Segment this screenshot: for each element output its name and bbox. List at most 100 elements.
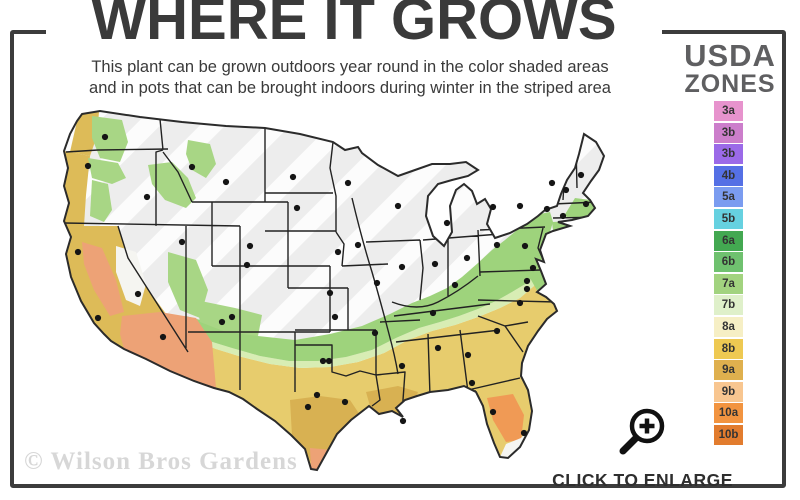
city-dot bbox=[313, 391, 321, 399]
city-dot bbox=[582, 200, 590, 208]
zone-shading bbox=[64, 112, 604, 470]
city-dot bbox=[371, 329, 379, 337]
watermark: © Wilson Bros Gardens bbox=[24, 448, 298, 475]
legend-heading: USDA ZONES bbox=[672, 40, 788, 97]
subtitle-line-1: This plant can be grown outdoors year ro… bbox=[91, 58, 609, 76]
city-dot bbox=[354, 241, 362, 249]
city-dot bbox=[373, 279, 381, 287]
enlarge-label: CLICK TO ENLARGE bbox=[552, 470, 733, 490]
zone-chip-10b: 10b bbox=[714, 424, 743, 445]
city-dot bbox=[429, 309, 437, 317]
zone-chip-8b: 8b bbox=[714, 338, 743, 359]
zone-chip-6b: 6b bbox=[714, 252, 743, 273]
city-dot bbox=[101, 133, 109, 141]
magnifier-zoom-icon bbox=[619, 408, 664, 455]
city-dot bbox=[188, 163, 196, 171]
zone-green-or2 bbox=[90, 180, 112, 222]
zone-txtip-salmon bbox=[310, 448, 332, 470]
city-dot bbox=[489, 408, 497, 416]
zone-green bbox=[186, 212, 553, 361]
page-title: WHERE IT GROWS bbox=[91, 0, 617, 52]
city-dot bbox=[443, 219, 451, 227]
zone-gold-stx bbox=[290, 396, 362, 468]
subtitle: This plant can be grown outdoors year ro… bbox=[30, 57, 670, 98]
city-dot bbox=[246, 242, 254, 250]
city-dot bbox=[228, 313, 236, 321]
zone-chip-7b: 7b bbox=[714, 295, 743, 316]
city-dot bbox=[529, 264, 537, 272]
zone-chip-5a: 5a bbox=[714, 187, 743, 208]
zone-pale-green bbox=[191, 272, 538, 368]
city-dot bbox=[468, 379, 476, 387]
city-dot bbox=[398, 263, 406, 271]
zone-florida-white bbox=[500, 430, 528, 458]
city-dot bbox=[326, 289, 334, 297]
zone-chip-8a: 8a bbox=[714, 316, 743, 337]
city-dot bbox=[399, 417, 407, 425]
city-dot bbox=[159, 333, 167, 341]
city-dot bbox=[331, 313, 339, 321]
zone-chip-6a: 6a bbox=[714, 230, 743, 251]
city-dot bbox=[178, 238, 186, 246]
zone-chip-5b: 5b bbox=[714, 208, 743, 229]
zone-green-az-nm bbox=[196, 300, 262, 336]
zone-chip-4b: 4b bbox=[714, 165, 743, 186]
city-dot bbox=[463, 254, 471, 262]
zone-gold-la bbox=[366, 386, 418, 418]
city-dots bbox=[74, 133, 590, 437]
city-dot bbox=[304, 403, 312, 411]
city-dot bbox=[493, 241, 501, 249]
city-dot bbox=[493, 327, 501, 335]
city-dot bbox=[334, 248, 342, 256]
city-dot bbox=[577, 171, 585, 179]
zone-socal-az-salmon bbox=[120, 312, 216, 388]
zone-chip-10a: 10a bbox=[714, 403, 743, 424]
zone-chip-3a: 3a bbox=[714, 101, 743, 121]
city-dot bbox=[394, 202, 402, 210]
city-dot bbox=[319, 357, 327, 365]
city-dot bbox=[218, 318, 226, 326]
city-dot bbox=[243, 261, 251, 269]
city-dot bbox=[74, 248, 82, 256]
zone-chip-3b: 3b bbox=[714, 144, 743, 165]
city-dot bbox=[548, 179, 556, 187]
city-dot bbox=[431, 260, 439, 268]
city-dot bbox=[325, 357, 333, 365]
zone-chip-7a: 7a bbox=[714, 273, 743, 294]
city-dot bbox=[94, 314, 102, 322]
zone-florida-orange bbox=[487, 394, 524, 442]
city-dot bbox=[489, 203, 497, 211]
city-dot bbox=[293, 204, 301, 212]
city-dot bbox=[523, 285, 531, 293]
legend-heading-zones: ZONES bbox=[684, 70, 776, 98]
city-dot bbox=[84, 162, 92, 170]
zone-coast-or bbox=[64, 151, 90, 226]
city-dot bbox=[516, 202, 524, 210]
zone-chip-9a: 9a bbox=[714, 360, 743, 381]
city-dot bbox=[523, 277, 531, 285]
enlarge-button[interactable]: CLICK TO ENLARGE bbox=[540, 404, 745, 491]
city-dot bbox=[543, 205, 551, 213]
city-dot bbox=[289, 173, 297, 181]
zone-green-id bbox=[148, 162, 196, 208]
city-dot bbox=[520, 429, 528, 437]
city-dot bbox=[434, 344, 442, 352]
legend-heading-usda: USDA bbox=[684, 38, 776, 73]
city-dot bbox=[398, 362, 406, 370]
city-dot bbox=[222, 178, 230, 186]
zone-valley-salmon bbox=[82, 242, 124, 316]
zone-chip-3b: 3b bbox=[714, 122, 743, 143]
city-dot bbox=[344, 179, 352, 187]
subtitle-line-2: and in pots that can be brought indoors … bbox=[89, 78, 611, 97]
city-dot bbox=[134, 290, 142, 298]
city-dot bbox=[341, 398, 349, 406]
zone-chip-9b: 9b bbox=[714, 381, 743, 402]
city-dot bbox=[559, 212, 567, 220]
zone-green-or1 bbox=[88, 158, 126, 184]
city-dot bbox=[521, 242, 529, 250]
city-dot bbox=[464, 351, 472, 359]
city-dot bbox=[451, 281, 459, 289]
zone-list: 3a 3b 3b 4b 5a 5b 6a 6b 7a 7b 8a 8b 9a 9b 10a 10b bbox=[714, 101, 743, 447]
title-block: WHERE IT GROWS bbox=[46, 0, 662, 51]
